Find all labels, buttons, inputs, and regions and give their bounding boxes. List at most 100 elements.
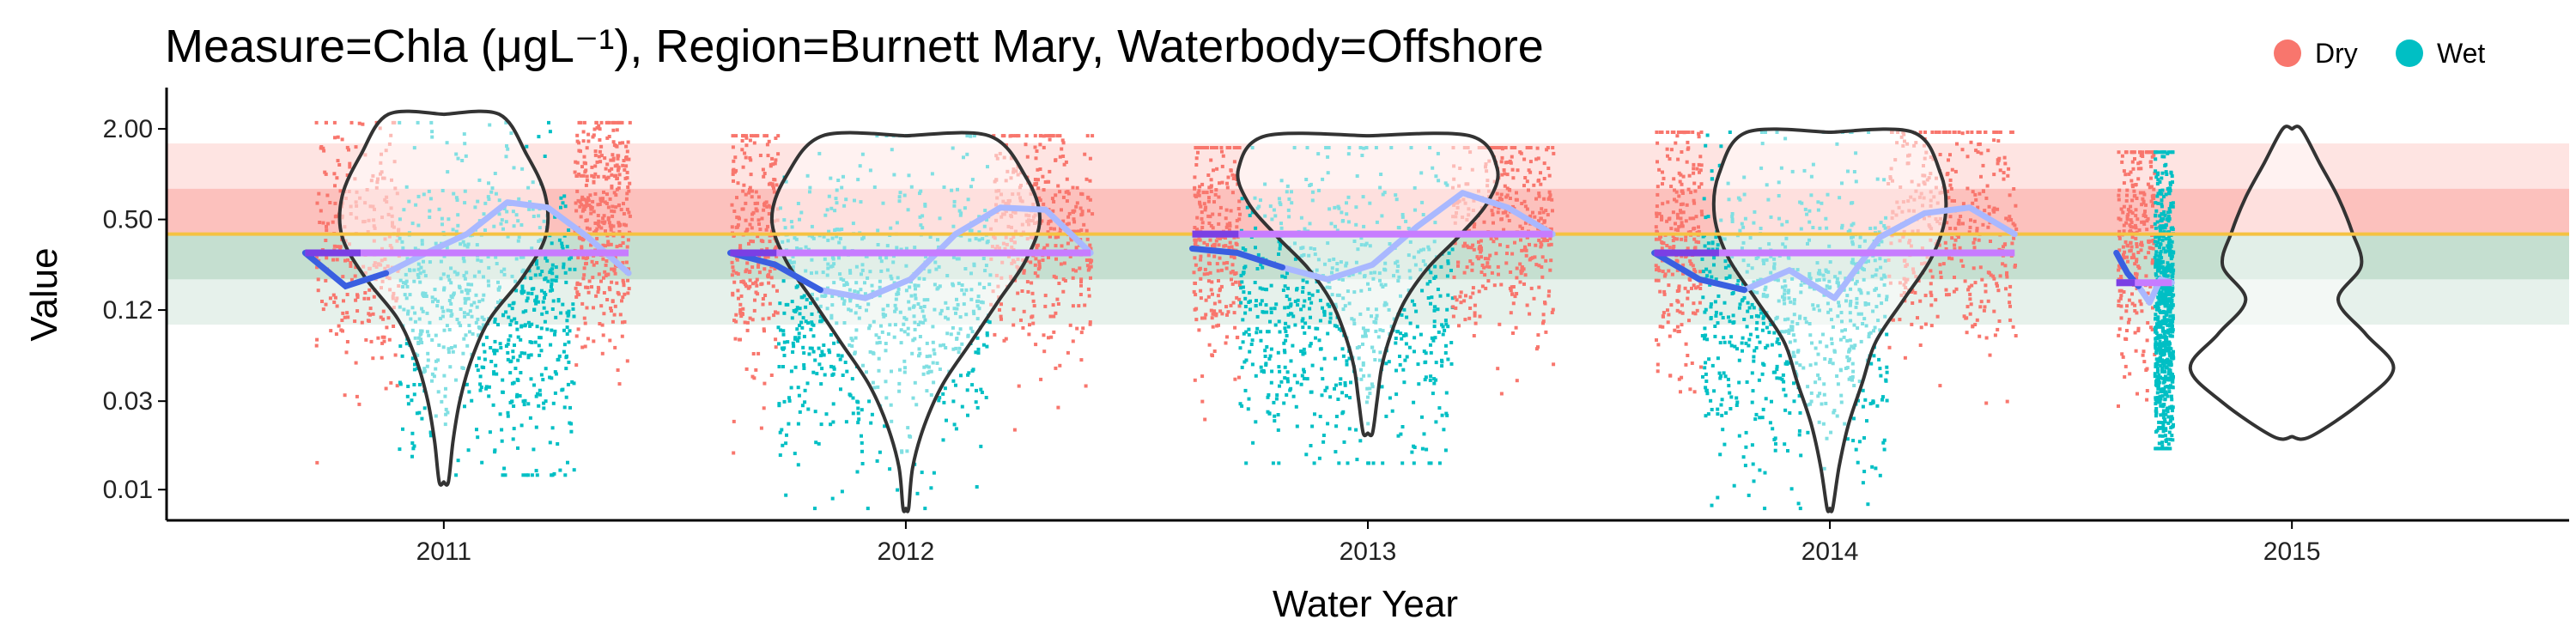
data-point [578,283,582,287]
data-point [1296,298,1300,302]
data-point [1241,285,1245,289]
data-point [559,205,562,210]
data-point [775,311,780,315]
data-point [538,336,543,340]
data-point [1709,398,1713,403]
data-point [626,278,630,283]
data-point [1437,330,1441,334]
data-point [1284,321,1288,325]
data-point [554,372,558,376]
data-point [1732,483,1736,488]
data-point [932,471,936,475]
data-point [1317,456,1321,460]
data-point [730,225,734,229]
data-point [325,193,330,197]
data-point [1688,216,1692,221]
data-point [771,184,775,188]
data-point [1302,376,1306,380]
data-point [1343,383,1347,387]
data-point [548,270,552,275]
data-point [580,203,584,207]
data-point [606,272,611,276]
data-point [562,343,567,347]
data-point [559,196,563,200]
data-point [1687,173,1692,178]
data-point [387,337,392,342]
data-point [610,173,614,177]
data-point [1703,244,1707,248]
data-point [524,309,528,313]
data-point [1658,131,1662,134]
data-point [732,269,736,273]
data-point [612,269,617,273]
data-point [1078,206,1083,210]
data-point [623,292,627,296]
data-point [748,316,752,320]
data-point [811,370,816,374]
data-point [1248,213,1252,217]
data-point [529,353,533,357]
data-point [748,138,752,143]
data-point [1792,399,1796,404]
data-point [511,349,515,354]
data-point [875,459,879,463]
data-point [1033,178,1037,181]
data-point [1786,449,1789,453]
data-point [367,319,371,323]
data-point [565,245,569,249]
data-point [763,294,768,297]
data-point [730,260,734,264]
data-point [1792,381,1795,386]
data-point [1220,164,1224,168]
data-point [1699,365,1703,369]
data-point [1655,268,1658,272]
data-point [744,134,749,138]
data-point [532,287,536,291]
data-point [514,321,519,325]
data-point [768,240,772,244]
data-point [1048,314,1053,319]
data-point [1535,146,1540,150]
data-point [1255,331,1259,335]
data-point [1547,190,1552,194]
data-point [1282,349,1286,353]
data-point [1212,309,1217,313]
data-point [1077,229,1081,234]
data-point [1086,287,1091,291]
data-point [741,312,744,316]
data-point [741,307,745,311]
data-point [325,228,329,233]
data-point [1224,244,1228,248]
data-point [1796,501,1801,506]
data-point [594,228,598,233]
data-point [1525,146,1529,149]
data-point [1797,433,1801,437]
data-point [797,336,801,340]
data-point [1549,258,1553,263]
data-point [593,222,598,225]
data-point [1206,199,1211,204]
data-point [765,246,769,251]
data-point [1728,391,1732,395]
data-point [1319,347,1323,351]
data-point [1422,349,1426,354]
data-point [1033,145,1037,149]
data-point [1302,368,1306,372]
data-point [1197,193,1201,197]
data-point [544,367,548,371]
data-point [484,385,489,389]
data-point [1668,246,1672,250]
data-point [813,507,817,511]
data-point [975,485,979,489]
data-point [1194,263,1198,267]
data-point [627,287,631,291]
data-point [596,290,600,295]
data-point [1543,301,1547,306]
data-point [1225,185,1230,190]
data-point [625,191,629,196]
data-point [1463,318,1467,322]
data-point [979,444,983,448]
data-point [1716,407,1720,411]
data-point [609,242,613,246]
data-point [1519,271,1523,276]
